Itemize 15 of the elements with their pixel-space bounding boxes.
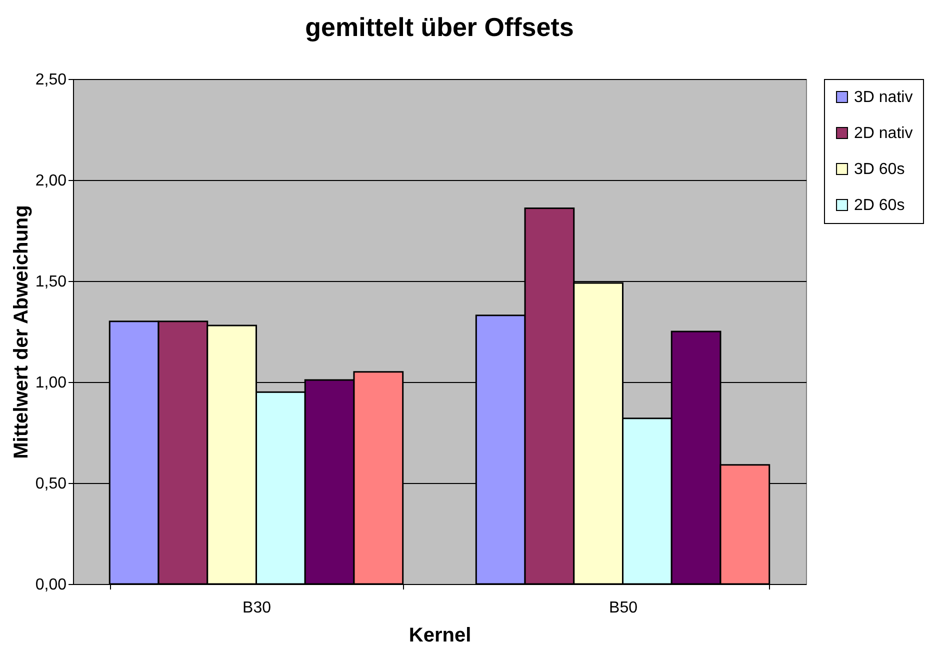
y-tick-label: 0,50 bbox=[35, 476, 67, 492]
y-tick-label: 1,00 bbox=[35, 374, 67, 392]
y-tick-label: 0,00 bbox=[35, 576, 67, 594]
y-tick-label: 1,50 bbox=[35, 274, 67, 290]
y-tick-label: 2,00 bbox=[35, 172, 67, 190]
legend-label: 3D 60s bbox=[854, 161, 905, 178]
y-axis-title: Mittelwert der Abweichung bbox=[10, 205, 32, 459]
x-tick-label: B50 bbox=[609, 600, 638, 616]
chart-title: gemittelt über Offsets bbox=[305, 12, 574, 42]
y-tick-label: 2,50 bbox=[35, 72, 67, 88]
legend-label: 2D nativ bbox=[854, 125, 913, 142]
x-tick-label: B30 bbox=[242, 600, 272, 616]
legend-label: 3D nativ bbox=[854, 89, 913, 106]
x-axis-title: Kernel bbox=[408, 624, 472, 646]
legend-label: 2D 60s bbox=[854, 197, 905, 214]
